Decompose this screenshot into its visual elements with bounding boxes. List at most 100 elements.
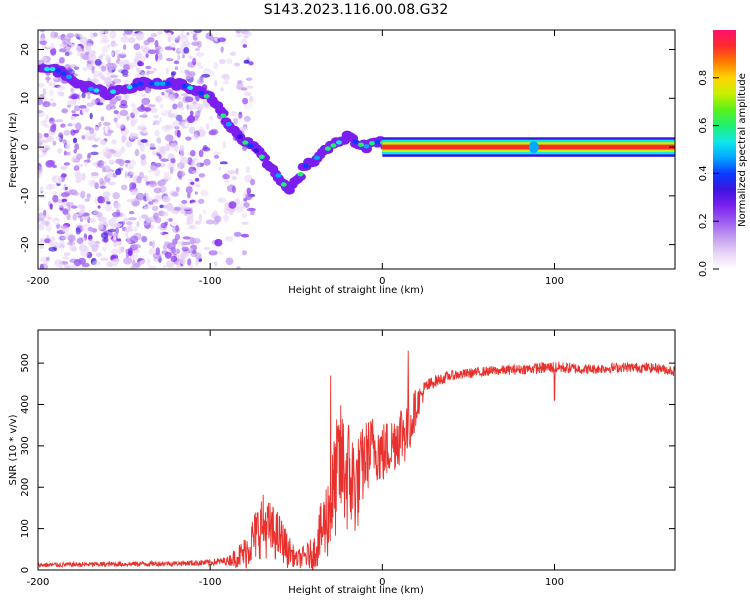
noise-blob: [57, 148, 63, 154]
noise-blob: [170, 144, 176, 151]
noise-blob: [78, 257, 86, 265]
noise-blob: [149, 180, 157, 188]
noise-blob: [160, 222, 168, 228]
noise-blob: [45, 77, 51, 81]
noise-blob: [96, 102, 104, 106]
noise-blob: [142, 130, 150, 134]
noise-blob: [145, 53, 149, 58]
noise-blob: [153, 120, 160, 125]
noise-blob: [147, 104, 156, 108]
ridge-core: [132, 83, 139, 88]
noise-blob: [175, 114, 183, 122]
noise-blob: [111, 248, 118, 256]
noise-blob: [93, 75, 98, 79]
noise-blob: [218, 58, 226, 65]
colorbar-tick-label: 0.0: [698, 261, 709, 277]
noise-blob: [113, 241, 118, 248]
ridge-core: [236, 134, 243, 139]
noise-blob: [163, 175, 172, 181]
noise-blob: [47, 216, 53, 221]
noise-blob: [129, 171, 136, 175]
noise-blob: [134, 226, 138, 232]
noise-blob: [184, 96, 194, 103]
noise-blob: [139, 114, 148, 118]
noise-blob: [203, 158, 211, 166]
noise-blob: [136, 69, 142, 73]
noise-blob: [140, 56, 147, 62]
noise-blob: [145, 65, 152, 70]
noise-blob: [195, 106, 202, 110]
noise-blob: [89, 127, 95, 134]
noise-blob: [163, 264, 167, 269]
noise-blob: [104, 146, 110, 152]
noise-blob: [100, 257, 109, 262]
noise-blob: [145, 193, 149, 201]
noise-blob: [108, 159, 115, 165]
noise-blob: [129, 188, 136, 196]
noise-blob: [118, 59, 123, 67]
noise-blob: [187, 206, 194, 210]
noise-blob: [183, 47, 190, 54]
noise-blob: [85, 119, 95, 125]
noise-blob: [126, 221, 133, 226]
noise-blob: [69, 224, 73, 231]
noise-blob: [195, 258, 199, 266]
noise-blob: [111, 139, 117, 145]
noise-blob: [145, 181, 150, 186]
noise-blob: [196, 34, 201, 39]
noise-blob: [64, 186, 68, 190]
noise-blob: [91, 99, 97, 106]
noise-blob: [198, 223, 205, 229]
ridge-core: [363, 144, 370, 149]
noise-blob: [120, 146, 126, 154]
noise-blob: [99, 185, 107, 189]
noise-blob: [169, 42, 176, 49]
ridge-core: [253, 148, 260, 153]
noise-blob: [214, 79, 218, 87]
noise-blob: [148, 169, 154, 173]
noise-blob: [45, 224, 52, 232]
noise-blob: [73, 66, 80, 70]
noise-blob: [139, 45, 149, 51]
colorbar: 0.0 0.2 0.4 0.6 0.8 Normalized spectral ampl…: [698, 30, 748, 277]
noise-blob: [115, 49, 120, 55]
noise-blob: [57, 85, 66, 91]
y-tick-label: 300: [20, 436, 31, 455]
noise-blob: [106, 201, 111, 205]
noise-blob: [129, 211, 135, 215]
noise-blob: [147, 49, 157, 54]
noise-blob: [157, 31, 163, 35]
noise-blob: [175, 225, 179, 232]
noise-blob: [60, 236, 66, 240]
noise-blob: [196, 161, 201, 169]
colorbar-tick-label: 0.8: [698, 70, 709, 86]
noise-blob: [222, 240, 232, 246]
ridge-core: [297, 172, 304, 177]
noise-blob: [191, 160, 196, 168]
noise-blob: [52, 140, 57, 146]
noise-blob: [172, 117, 177, 122]
noise-blob: [186, 215, 191, 223]
noise-blob: [235, 205, 245, 213]
noise-blob: [241, 250, 247, 256]
noise-blob: [204, 102, 210, 109]
noise-blob: [191, 249, 197, 254]
ridge-core: [358, 142, 364, 147]
noise-blob: [45, 114, 49, 120]
ridge-core: [352, 139, 359, 144]
noise-blob: [78, 244, 87, 252]
noise-blob: [143, 206, 149, 211]
noise-blob: [69, 237, 73, 246]
noise-blob: [158, 185, 167, 193]
snr-y-ticks: 0 100 200 300 400 500: [20, 354, 675, 573]
noise-blob: [121, 135, 126, 143]
colorbar-tick-label: 0.6: [698, 118, 709, 134]
noise-blob: [79, 105, 87, 109]
noise-blob: [182, 236, 191, 240]
noise-blob: [98, 55, 103, 60]
noise-blob: [243, 197, 248, 202]
noise-blob: [113, 110, 119, 115]
noise-blob: [132, 201, 138, 206]
noise-blob: [38, 184, 45, 192]
noise-blob: [101, 161, 108, 166]
